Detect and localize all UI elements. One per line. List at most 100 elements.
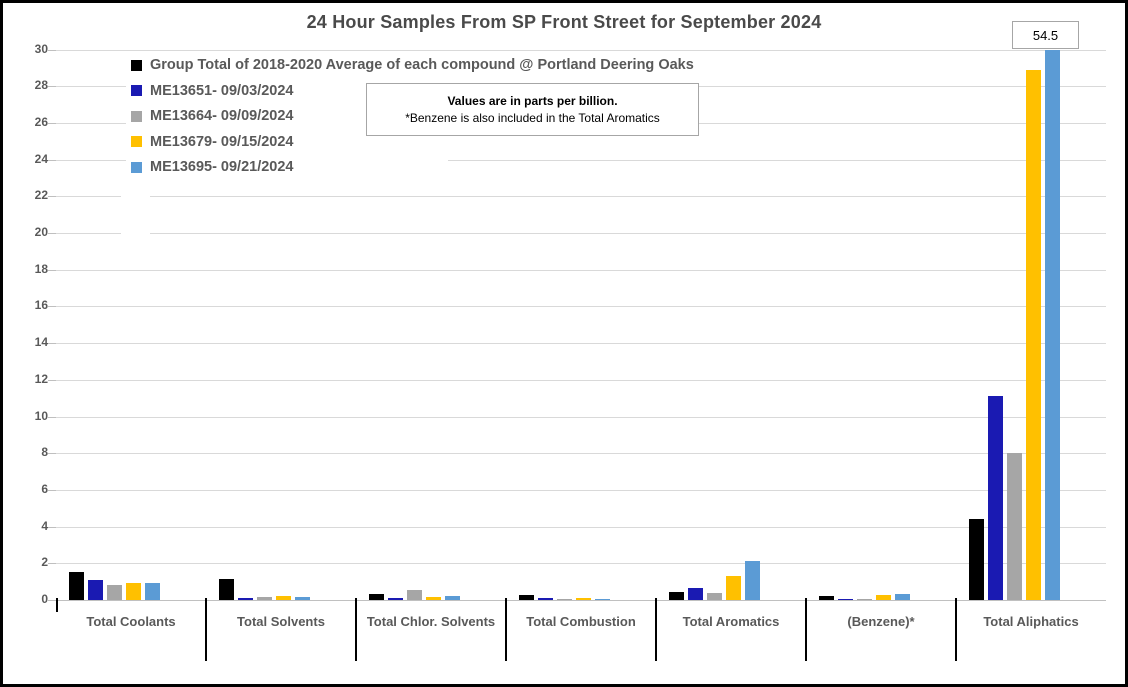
- bar-me13651-cat1: [238, 597, 253, 600]
- legend-swatch-icon: [131, 110, 142, 122]
- y-axis-tick: [48, 343, 56, 345]
- bar-me13651-cat2: [388, 597, 403, 600]
- annotation-box: Values are in parts per billion. *Benzen…: [366, 83, 699, 136]
- annotation-units-text: Values are in parts per billion.: [447, 94, 618, 108]
- bar-me13679-cat4: [726, 576, 741, 600]
- bar-me13651-cat6: [988, 396, 1003, 600]
- x-axis-category-label: (Benzene)*: [847, 614, 915, 629]
- bar-me13679-cat1: [276, 596, 291, 600]
- legend-item: ME13679- 09/15/2024: [131, 131, 294, 153]
- bar-group-total-cat3: [519, 595, 534, 600]
- y-axis-tick-label: 28: [34, 78, 48, 93]
- gridline: [56, 159, 1106, 161]
- legend-item: Group Total of 2018-2020 Average of each…: [131, 54, 694, 76]
- bar-me13651-cat3: [538, 598, 553, 600]
- x-axis-category-label: Total Chlor. Solvents: [366, 614, 496, 629]
- gridline: [56, 196, 1106, 198]
- bar-me13679-cat0: [126, 583, 141, 600]
- gridline: [56, 453, 1106, 455]
- y-axis-tick: [48, 159, 56, 161]
- y-axis-tick-label: 12: [34, 371, 48, 386]
- x-axis-category-label: Total Aromatics: [682, 614, 780, 629]
- category-divider: [655, 598, 657, 661]
- bar-me13664-cat5: [857, 598, 872, 600]
- y-axis-tick: [48, 453, 56, 455]
- y-axis-tick: [48, 379, 56, 381]
- bar-me13695-cat3: [595, 598, 610, 600]
- legend-swatch-icon: [131, 161, 142, 173]
- bar-me13695-cat1: [295, 597, 310, 600]
- y-axis-tick: [48, 306, 56, 308]
- gridline: [56, 416, 1106, 418]
- y-axis-tick: [48, 563, 56, 565]
- y-axis-tick-label: 16: [34, 298, 48, 313]
- y-axis-tick-label: 4: [41, 518, 48, 533]
- x-axis-category-label: Total Aliphatics: [983, 614, 1079, 629]
- x-axis-category-label: Total Combustion: [526, 614, 636, 629]
- y-axis-tick-label: 2: [41, 555, 48, 570]
- bar-me13664-cat6: [1007, 453, 1022, 600]
- y-axis-tick-label: 8: [41, 445, 48, 460]
- bar-me13664-cat4: [707, 592, 722, 600]
- y-axis-tick: [48, 122, 56, 124]
- gridline: [56, 600, 1106, 601]
- bar-me13695-cat5: [895, 594, 910, 600]
- bar-me13695-cat2: [445, 596, 460, 600]
- legend-item-label: ME13679- 09/15/2024: [150, 133, 294, 150]
- category-divider: [505, 598, 507, 661]
- y-axis-tick: [48, 269, 56, 271]
- y-axis-tick: [48, 233, 56, 234]
- chart-title: 24 Hour Samples From SP Front Street for…: [306, 12, 822, 32]
- bar-me13695-cat0: [145, 583, 160, 600]
- category-divider: [805, 598, 807, 661]
- x-axis-category-label: Total Coolants: [86, 614, 176, 629]
- bar-me13679-cat6: [1026, 69, 1041, 600]
- bar-me13664-cat3: [557, 598, 572, 600]
- gridline: [56, 49, 1106, 51]
- legend-swatch-icon: [131, 136, 142, 147]
- y-axis-tick: [48, 49, 56, 51]
- y-axis-tick: [48, 86, 56, 88]
- bar-me13695-cat6: [1045, 49, 1060, 600]
- bar-group-total-cat6: [969, 519, 984, 600]
- bar-me13651-cat5: [838, 598, 853, 600]
- legend-item: ME13651- 09/03/2024: [131, 80, 294, 102]
- y-axis-tick: [48, 600, 56, 601]
- bar-me13679-cat2: [426, 596, 441, 600]
- legend-item: ME13664- 09/09/2024: [131, 105, 294, 127]
- legend-swatch-icon: [131, 85, 142, 96]
- y-axis-tick-label: 22: [34, 188, 48, 203]
- gridline: [56, 563, 1106, 565]
- category-divider: [205, 598, 207, 661]
- y-axis-tick: [48, 526, 56, 528]
- y-axis-tick-label: 0: [41, 592, 48, 606]
- y-axis-tick-label: 30: [34, 41, 48, 56]
- legend-item-label: ME13695- 09/21/2024: [150, 159, 294, 175]
- legend-swatch-icon: [131, 59, 142, 71]
- y-axis-tick-label: 18: [34, 261, 48, 276]
- legend-item-label: ME13651- 09/03/2024: [150, 82, 294, 99]
- bar-me13664-cat0: [107, 585, 122, 600]
- gridline: [56, 526, 1106, 528]
- y-axis-tick: [48, 489, 56, 491]
- category-divider: [355, 598, 357, 661]
- bar-me13695-cat4: [745, 561, 760, 600]
- bar-me13664-cat1: [257, 597, 272, 600]
- y-axis-tick-label: 6: [41, 481, 48, 496]
- category-divider: [955, 598, 957, 661]
- legend-item-label: Group Total of 2018-2020 Average of each…: [150, 57, 694, 73]
- bar-me13679-cat3: [576, 598, 591, 600]
- annotation-benzene-note: *Benzene is also included in the Total A…: [405, 111, 660, 125]
- y-axis-tick-label: 26: [34, 114, 48, 129]
- gridline: [56, 489, 1106, 491]
- gridline: [56, 269, 1106, 271]
- bar-group-total-cat2: [369, 593, 384, 600]
- legend-item: ME13695- 09/21/2024: [131, 156, 294, 178]
- bar-me13651-cat4: [688, 588, 703, 600]
- y-axis-tick-label: 24: [34, 151, 48, 166]
- y-axis-tick: [48, 416, 56, 418]
- y-axis-tick-label: 14: [34, 335, 48, 350]
- gridline: [56, 233, 1106, 234]
- bar-group-total-cat5: [819, 596, 834, 600]
- y-axis-tick-label: 20: [34, 225, 48, 239]
